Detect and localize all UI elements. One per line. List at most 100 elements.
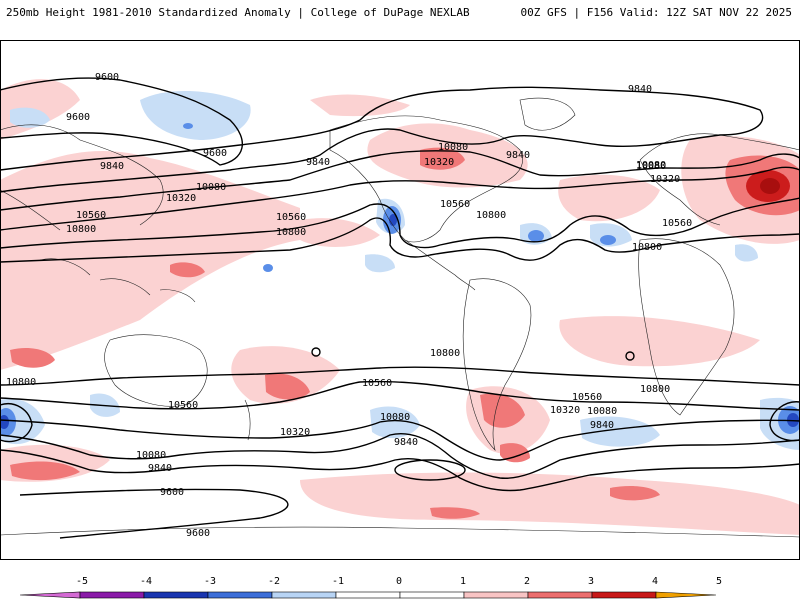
contour-label: 10080 xyxy=(636,161,666,172)
colorbar-ticks: -5 -4 -3 -2 -1 0 1 2 3 4 5 xyxy=(76,576,722,587)
colorbar-tick-label: -3 xyxy=(204,576,216,587)
contour-loop-tropic-2 xyxy=(625,351,635,361)
contour-label: 9840 xyxy=(628,84,652,95)
neg-anomaly-south-atl xyxy=(370,406,420,439)
colorbar-tick-label: -2 xyxy=(268,576,280,587)
colorbar-swatch xyxy=(399,591,465,599)
contour-10080-s xyxy=(0,433,800,479)
strong-pos-europe-core xyxy=(760,178,780,194)
contour-labels: 9600 9600 9600 9840 9840 9840 9840 10080… xyxy=(6,72,692,539)
contour-label: 9840 xyxy=(590,420,614,431)
contour-label: 9600 xyxy=(95,72,119,83)
coast-antarctic xyxy=(0,526,800,538)
contour-label: 10080 xyxy=(636,160,666,171)
pos-anomaly-pacific-north xyxy=(0,150,300,370)
neg-anomaly-indian-s xyxy=(580,416,660,447)
colorbar-swatch xyxy=(527,591,593,599)
contour-label: 10080 xyxy=(380,412,410,423)
mod-neg-pacific xyxy=(183,123,193,129)
contour-label: 10080 xyxy=(587,406,617,417)
contour-label: 9840 xyxy=(506,150,530,161)
anomaly-map: 9600 9600 9600 9840 9840 9840 9840 10080… xyxy=(0,40,800,560)
mod-pos-hudson xyxy=(420,147,465,170)
mod-pos-s xyxy=(430,507,480,519)
contour-label: 10080 xyxy=(196,182,226,193)
colorbar: -5 -4 -3 -2 -1 0 1 2 3 4 5 xyxy=(19,576,722,599)
contour-label: 9600 xyxy=(203,148,227,159)
contour-label: 10560 xyxy=(440,199,470,210)
strong-neg-w xyxy=(0,415,9,429)
contour-label: 10800 xyxy=(640,384,670,395)
coast-new-zealand xyxy=(244,399,251,441)
colorbar-end-left xyxy=(19,591,81,599)
colorbar-swatch xyxy=(463,591,529,599)
coast-south-america xyxy=(462,278,532,451)
colorbar-swatch xyxy=(79,591,145,599)
colorbar-swatch xyxy=(207,591,273,599)
contour-label: 10320 xyxy=(166,193,196,204)
mod-neg-med xyxy=(600,235,616,245)
contour-label: 10320 xyxy=(424,157,454,168)
colorbar-tick-label: 3 xyxy=(588,576,594,587)
colorbar-swatch xyxy=(271,591,337,599)
mod-pos-tropics xyxy=(10,348,55,368)
contour-label: 9600 xyxy=(66,112,90,123)
coast-greenland xyxy=(519,97,576,131)
contour-label: 10800 xyxy=(6,377,36,388)
mod-neg-tropic xyxy=(263,264,273,272)
mod-neg-atlantic xyxy=(528,230,544,242)
colorbar-swatch xyxy=(143,591,209,599)
colorbar-swatch xyxy=(335,591,401,599)
contour-10320-s xyxy=(0,419,800,461)
contour-loop-e xyxy=(769,401,800,442)
header: 250mb Height 1981-2010 Standardized Anom… xyxy=(0,0,800,22)
negative-anomalies xyxy=(0,90,800,450)
contour-label: 10560 xyxy=(76,210,106,221)
mod-pos-w xyxy=(170,262,205,278)
mod-pos-drake xyxy=(500,443,530,463)
contour-9600-s xyxy=(19,488,289,539)
coast-maritime xyxy=(39,258,196,303)
mod-pos-argentina xyxy=(480,393,525,428)
neg-anomaly-tibet xyxy=(735,244,758,262)
colorbar-tick-label: -1 xyxy=(332,576,344,587)
contour-loop-w xyxy=(0,403,33,443)
contour-label: 10800 xyxy=(430,348,460,359)
contour-label: 9600 xyxy=(160,487,184,498)
colorbar-tick-label: -5 xyxy=(76,576,88,587)
colorbar-end-right xyxy=(655,591,717,599)
contour-label: 9840 xyxy=(100,161,124,172)
pos-anomaly-pacific-east xyxy=(300,218,380,247)
contour-label: 10080 xyxy=(136,450,166,461)
contour-label: 10320 xyxy=(650,174,680,185)
contour-label: 10560 xyxy=(362,378,392,389)
model-run-info: 00Z GFS | F156 Valid: 12Z SAT NOV 22 202… xyxy=(520,6,792,19)
mod-pos-sw xyxy=(10,461,80,481)
coastlines xyxy=(0,97,800,538)
contour-label: 10560 xyxy=(168,400,198,411)
colorbar-tick-label: 1 xyxy=(460,576,466,587)
contour-label: 10560 xyxy=(276,212,306,223)
mod-pos-se xyxy=(610,486,660,501)
height-contours xyxy=(0,77,800,539)
contour-10320-n xyxy=(0,166,800,231)
colorbar-tick-label: -4 xyxy=(140,576,152,587)
mod-pos-south-pacific xyxy=(265,373,310,400)
colorbar-tick-label: 2 xyxy=(524,576,530,587)
coast-asia xyxy=(0,124,164,231)
pos-anomaly-southern-ocean xyxy=(300,472,800,535)
contour-loop-tropic-1 xyxy=(311,347,321,357)
contour-10800-s xyxy=(0,366,800,386)
contour-label: 10320 xyxy=(550,405,580,416)
contour-label: 10800 xyxy=(66,224,96,235)
neg-anomaly-pac-tropics xyxy=(365,254,395,273)
contour-label: 10560 xyxy=(572,392,602,403)
contour-10080-n xyxy=(0,150,800,211)
contour-loop-s xyxy=(394,459,466,481)
contour-label: 9840 xyxy=(148,463,172,474)
contour-9840-s xyxy=(0,449,800,492)
contour-label: 10800 xyxy=(276,227,306,238)
contour-label: 10560 xyxy=(662,218,692,229)
contour-label: 9840 xyxy=(306,157,330,168)
map-title: 250mb Height 1981-2010 Standardized Anom… xyxy=(6,6,470,19)
